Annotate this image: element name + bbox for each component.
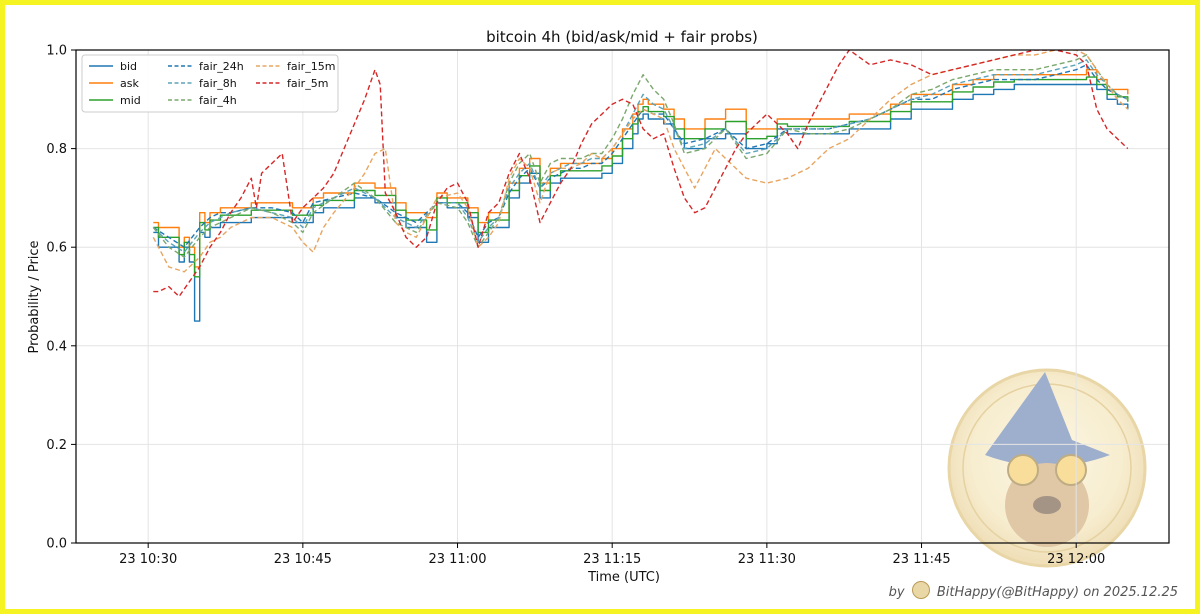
y-tick-label: 0.6 bbox=[46, 241, 67, 256]
x-tick-label: 23 10:30 bbox=[119, 552, 177, 567]
legend: bid ask mid fair_24h fair_8h fair_4h fair_15mf… bbox=[81, 54, 339, 113]
x-axis-label: Time (UTC) bbox=[587, 570, 660, 585]
credit-line: by BitHappy(@BitHappy) on 2025.12.25 bbox=[889, 581, 1178, 600]
series-layer bbox=[152, 50, 1129, 322]
x-tick-label: 23 10:45 bbox=[274, 552, 332, 567]
legend-label-fair-8h: fair_8h bbox=[199, 77, 237, 90]
series-line-bid bbox=[153, 83, 1129, 322]
y-tick-label: 0.2 bbox=[46, 438, 67, 453]
plot-area-border bbox=[75, 49, 1170, 544]
series-line-fair-24h bbox=[152, 64, 1129, 248]
x-tick-label: 23 12:00 bbox=[1047, 552, 1105, 567]
x-axis-ticks: 23 10:30 23 10:45 23 11:00 23 11:15 23 11:30… bbox=[119, 543, 1105, 567]
y-tick-label: 0.4 bbox=[46, 339, 67, 354]
legend-box bbox=[81, 54, 339, 113]
legend-label-fair-24h: fair_24h bbox=[199, 60, 244, 73]
y-axis-label: Probability / Price bbox=[27, 240, 42, 353]
y-tick-label: 0.8 bbox=[46, 142, 67, 157]
legend-label-bid: bid bbox=[120, 60, 137, 73]
x-tick-label: 23 11:15 bbox=[583, 552, 641, 567]
series-line-mid bbox=[153, 76, 1129, 278]
x-tick-label: 23 11:45 bbox=[892, 552, 950, 567]
series-line-fair-15m bbox=[152, 50, 1129, 273]
legend-label-fair-4h: fair_4h bbox=[199, 94, 237, 107]
legend-label-fair-5m: fair_5m bbox=[287, 77, 328, 90]
y-tick-label: 1.0 bbox=[46, 44, 67, 59]
credit-name: BitHappy(@BitHappy) bbox=[936, 585, 1080, 600]
y-axis-ticks: 0.0 0.2 0.4 0.6 0.8 1.0 bbox=[46, 44, 76, 552]
x-tick-label: 23 11:30 bbox=[738, 552, 796, 567]
credit-suffix: on 2025.12.25 bbox=[1083, 585, 1178, 600]
chart-title: bitcoin 4h (bid/ask/mid + fair probs) bbox=[486, 28, 758, 46]
wizard-pug-bitcoin-badge bbox=[947, 368, 1147, 568]
legend-label-mid: mid bbox=[120, 94, 141, 107]
y-tick-label: 0.0 bbox=[46, 537, 67, 552]
legend-label-fair-15m: fair_15m bbox=[287, 60, 335, 73]
series-line-fair-8h bbox=[152, 59, 1129, 253]
x-tick-label: 23 11:00 bbox=[428, 552, 486, 567]
credit-prefix: by bbox=[888, 585, 905, 600]
avatar-icon bbox=[911, 581, 930, 599]
series-line-fair-5m bbox=[153, 50, 1129, 298]
legend-label-ask: ask bbox=[120, 77, 139, 90]
